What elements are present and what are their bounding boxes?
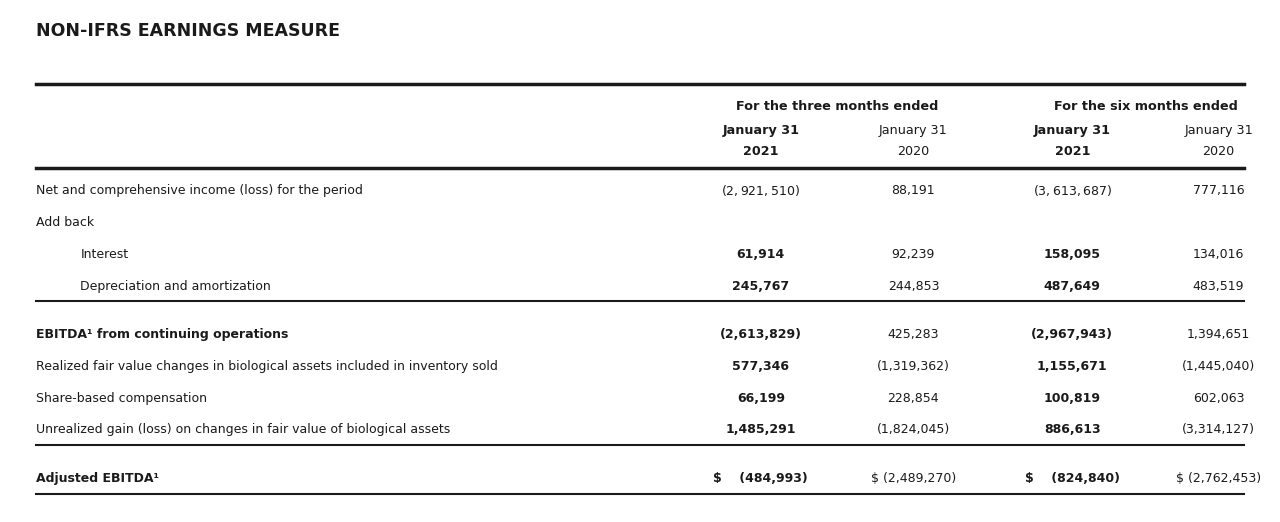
Text: $ (2,762,453): $ (2,762,453)	[1176, 472, 1261, 485]
Text: January 31: January 31	[1184, 124, 1253, 137]
Text: $ (2,921,510) $: $ (2,921,510) $	[722, 183, 800, 198]
Text: Adjusted EBITDA¹: Adjusted EBITDA¹	[36, 472, 159, 485]
Text: (1,445,040): (1,445,040)	[1181, 360, 1256, 373]
Text: EBITDA¹ from continuing operations: EBITDA¹ from continuing operations	[36, 328, 288, 341]
Text: 1,485,291: 1,485,291	[726, 423, 796, 436]
Text: 2021: 2021	[1055, 145, 1091, 158]
Text: Share-based compensation: Share-based compensation	[36, 392, 207, 405]
Text: January 31: January 31	[1034, 124, 1111, 137]
Text: January 31: January 31	[879, 124, 947, 137]
Text: 158,095: 158,095	[1044, 248, 1101, 261]
Text: 777,116: 777,116	[1193, 184, 1244, 197]
Text: (1,319,362): (1,319,362)	[877, 360, 950, 373]
Text: $ (2,489,270): $ (2,489,270)	[870, 472, 956, 485]
Text: 425,283: 425,283	[887, 328, 940, 341]
Text: 92,239: 92,239	[892, 248, 936, 261]
Text: Realized fair value changes in biological assets included in inventory sold: Realized fair value changes in biologica…	[36, 360, 498, 373]
Text: Depreciation and amortization: Depreciation and amortization	[81, 280, 271, 293]
Text: 61,914: 61,914	[737, 248, 785, 261]
Text: 245,767: 245,767	[732, 280, 790, 293]
Text: 487,649: 487,649	[1044, 280, 1101, 293]
Text: 1,394,651: 1,394,651	[1187, 328, 1251, 341]
Text: 2021: 2021	[744, 145, 778, 158]
Text: 577,346: 577,346	[732, 360, 790, 373]
Text: Add back: Add back	[36, 216, 95, 229]
Text: 2020: 2020	[1202, 145, 1235, 158]
Text: 244,853: 244,853	[887, 280, 940, 293]
Text: Net and comprehensive income (loss) for the period: Net and comprehensive income (loss) for …	[36, 184, 362, 197]
Text: For the six months ended: For the six months ended	[1053, 100, 1238, 113]
Text: $    (484,993): $ (484,993)	[713, 472, 808, 485]
Text: January 31: January 31	[722, 124, 799, 137]
Text: 886,613: 886,613	[1044, 423, 1101, 436]
Text: 228,854: 228,854	[887, 392, 940, 405]
Text: NON-IFRS EARNINGS MEASURE: NON-IFRS EARNINGS MEASURE	[36, 22, 340, 40]
Text: 88,191: 88,191	[892, 184, 936, 197]
Text: 2020: 2020	[897, 145, 929, 158]
Text: 602,063: 602,063	[1193, 392, 1244, 405]
Text: (2,967,943): (2,967,943)	[1032, 328, 1114, 341]
Text: (1,824,045): (1,824,045)	[877, 423, 950, 436]
Text: 1,155,671: 1,155,671	[1037, 360, 1107, 373]
Text: (3,314,127): (3,314,127)	[1183, 423, 1256, 436]
Text: Interest: Interest	[81, 248, 128, 261]
Text: $    (824,840): $ (824,840)	[1025, 472, 1120, 485]
Text: Unrealized gain (loss) on changes in fair value of biological assets: Unrealized gain (loss) on changes in fai…	[36, 423, 451, 436]
Text: 100,819: 100,819	[1044, 392, 1101, 405]
Text: $ (3,613,687) $: $ (3,613,687) $	[1033, 183, 1112, 198]
Text: For the three months ended: For the three months ended	[736, 100, 938, 113]
Text: 66,199: 66,199	[737, 392, 785, 405]
Text: 483,519: 483,519	[1193, 280, 1244, 293]
Text: 134,016: 134,016	[1193, 248, 1244, 261]
Text: (2,613,829): (2,613,829)	[719, 328, 801, 341]
